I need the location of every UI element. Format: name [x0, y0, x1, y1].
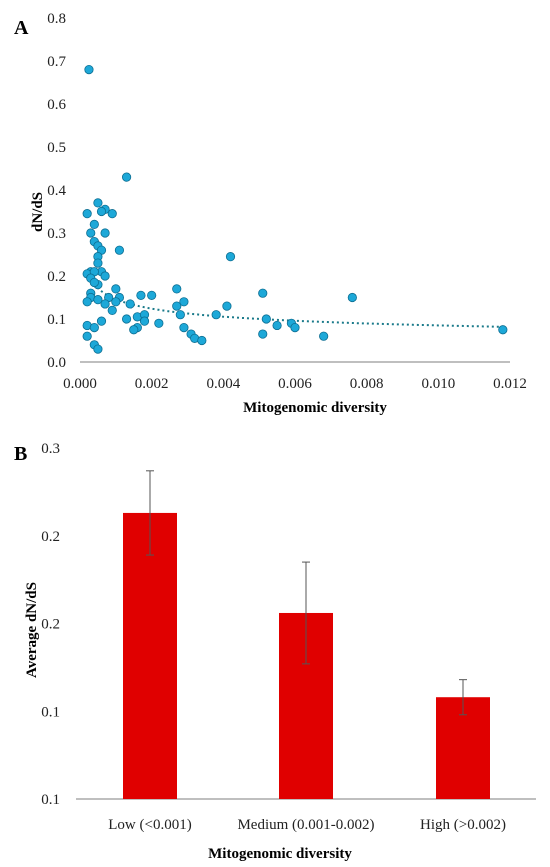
y-tick-label: 0.8	[47, 11, 66, 27]
data-point	[498, 325, 508, 335]
data-point	[172, 284, 182, 294]
panel-b-y-ticks: 0.1 0.1 0.2 0.2 0.3	[41, 441, 60, 808]
panel-a-x-ticks: 0.000 0.002 0.004 0.006 0.008 0.010 0.012	[63, 376, 527, 392]
y-tick-label: 0.4	[47, 183, 66, 199]
data-point	[129, 325, 139, 335]
panel-b-x-ticks: Low (<0.001) Medium (0.001-0.002) High (>0…	[108, 817, 506, 833]
data-point	[100, 299, 110, 309]
y-tick-label: 0.5	[47, 140, 66, 156]
data-point	[93, 344, 103, 354]
x-tick-label: 0.000	[63, 376, 97, 392]
data-point	[347, 292, 357, 303]
panel-a-points	[82, 65, 508, 354]
category-label: Medium (0.001-0.002)	[237, 817, 374, 833]
data-point	[258, 329, 268, 339]
category-label: High (>0.002)	[420, 817, 506, 833]
data-point	[82, 297, 92, 307]
data-point	[272, 320, 282, 331]
data-point	[139, 316, 150, 326]
category-label: Low (<0.001)	[108, 817, 191, 833]
panel-b-y-title: Average dN/dS	[24, 582, 40, 678]
panel-b: B 0.1 0.1 0.2 0.2 0.3 Low (<0.001) Medium (0.…	[14, 441, 536, 862]
data-point	[154, 318, 164, 328]
data-point	[93, 198, 103, 208]
data-point	[82, 331, 92, 341]
data-point	[121, 314, 132, 324]
y-tick-label: 0.1	[47, 312, 66, 328]
panel-a-y-ticks: 0.0 0.1 0.2 0.3 0.4 0.5 0.6 0.7 0.8	[47, 11, 66, 371]
y-tick-label: 0.2	[41, 529, 60, 545]
data-point	[82, 209, 92, 219]
data-point	[179, 322, 189, 333]
data-point	[121, 172, 132, 182]
data-point	[93, 258, 103, 268]
data-point	[89, 277, 99, 288]
y-tick-label: 0.1	[41, 704, 60, 720]
data-point	[93, 295, 103, 305]
data-point	[175, 310, 185, 320]
data-point	[111, 284, 121, 294]
data-point	[96, 316, 107, 326]
panel-a: A 0.0 0.1 0.2 0.3 0.4 0.5 0.6 0.7 0.8 0.000 0.002…	[14, 11, 527, 416]
data-point	[290, 322, 300, 333]
data-point	[319, 331, 329, 341]
data-point	[100, 271, 110, 281]
data-point	[111, 297, 121, 307]
x-tick-label: 0.008	[350, 376, 384, 392]
y-tick-label: 0.3	[41, 441, 60, 457]
data-point	[114, 245, 125, 255]
data-point	[107, 305, 117, 315]
panel-b-x-title: Mitogenomic diversity	[208, 846, 352, 862]
bar	[123, 512, 177, 799]
y-tick-label: 0.2	[41, 617, 60, 633]
y-tick-label: 0.0	[47, 355, 66, 371]
data-point	[261, 314, 271, 324]
panel-a-y-title: dN/dS	[30, 192, 46, 232]
x-tick-label: 0.002	[135, 376, 169, 392]
data-point	[172, 301, 182, 311]
data-point	[136, 290, 146, 300]
x-tick-label: 0.010	[421, 376, 455, 392]
panel-b-label: B	[14, 443, 27, 465]
data-point	[89, 322, 99, 333]
panel-a-x-title: Mitogenomic diversity	[243, 400, 387, 416]
trendline	[86, 270, 503, 328]
data-point	[89, 219, 99, 229]
y-tick-label: 0.6	[47, 97, 66, 113]
data-point	[84, 65, 94, 75]
data-point	[211, 310, 221, 320]
y-tick-label: 0.7	[47, 54, 66, 70]
data-point	[258, 288, 268, 298]
x-tick-label: 0.006	[278, 376, 312, 392]
data-point	[197, 335, 207, 346]
data-point	[179, 297, 189, 307]
panel-a-label: A	[14, 17, 29, 39]
data-point	[86, 228, 96, 238]
y-tick-label: 0.1	[41, 792, 60, 808]
data-point	[222, 301, 232, 311]
data-point	[100, 228, 110, 238]
panel-b-bars	[123, 470, 490, 799]
data-point	[125, 299, 135, 309]
x-tick-label: 0.012	[493, 376, 527, 392]
data-point	[107, 209, 117, 219]
y-tick-label: 0.3	[47, 226, 66, 242]
y-tick-label: 0.2	[47, 269, 66, 285]
data-point	[147, 290, 157, 300]
data-point	[96, 206, 107, 217]
data-point	[225, 252, 236, 262]
x-tick-label: 0.004	[206, 376, 240, 392]
